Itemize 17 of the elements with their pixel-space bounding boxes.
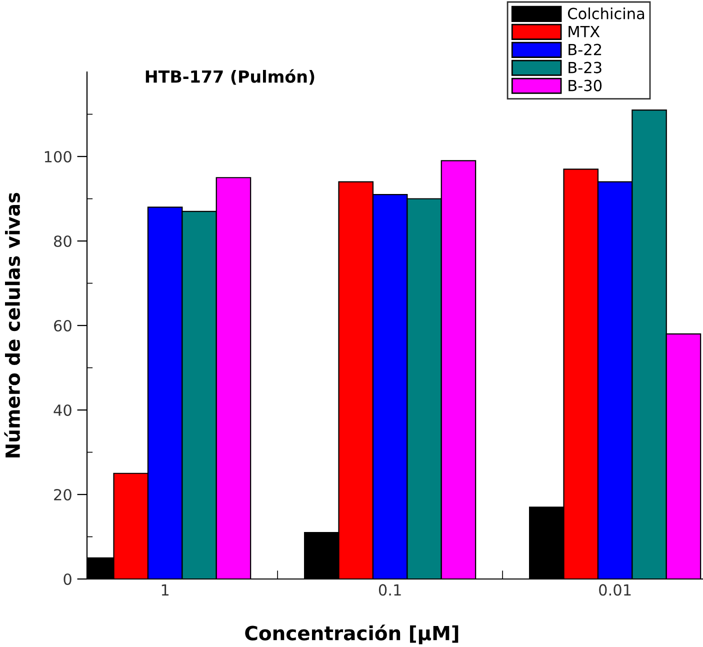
legend-label: MTX [568, 26, 600, 38]
y-tick-label: 100 [44, 150, 72, 163]
legend-label: B-22 [568, 44, 602, 56]
y-axis-title: Número de celulas vivas [4, 192, 20, 458]
x-axis-title: Concentración [µM] [245, 624, 458, 644]
x-tick-label: 0.01 [599, 584, 631, 596]
y-tick-label: 40 [54, 404, 72, 416]
legend-label: Colchicina [568, 8, 644, 20]
y-tick-label: 80 [54, 235, 72, 248]
chart-title: HTB-177 (Pulmón) [146, 69, 314, 85]
y-tick-label: 0 [64, 573, 72, 586]
legend-label: B-23 [568, 62, 602, 74]
legend-label: B-30 [568, 80, 602, 92]
x-tick-label: 0.1 [378, 584, 401, 596]
x-tick-label: 1 [162, 584, 169, 596]
y-tick-label: 20 [54, 488, 72, 501]
y-tick-label: 60 [54, 320, 72, 332]
